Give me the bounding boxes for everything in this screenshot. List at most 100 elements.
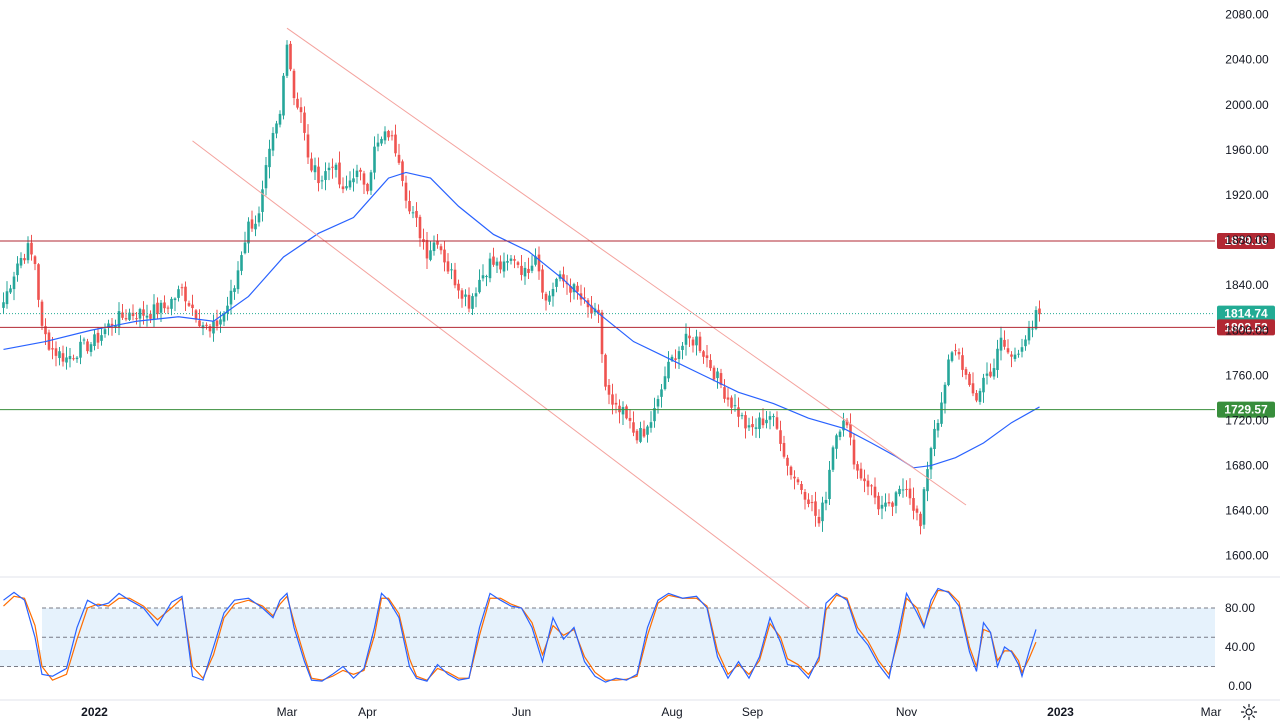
price-tick-label: 2080.00 [1225,8,1269,22]
candle-body [278,113,282,125]
candle-body [37,264,40,300]
candle-body [194,310,198,320]
candle [380,136,383,146]
candle-body [943,384,947,404]
candle [989,363,992,378]
candle [163,295,166,313]
candle-body [331,166,334,168]
candle [765,411,768,429]
candle-body [859,468,863,479]
candle [919,511,922,535]
candle-body [572,284,576,293]
candle [551,282,555,307]
candle-body [467,294,471,309]
candle-body [103,329,107,335]
candle [950,350,954,363]
candle-body [460,290,464,299]
price-tag-bg [1217,401,1275,418]
candle-body [359,169,362,172]
candle-body [649,422,653,428]
candle [432,235,436,256]
candle [184,281,187,311]
candle-body [779,430,782,444]
candle [65,346,68,370]
candle [800,480,803,495]
candle [16,256,19,282]
candle-body [138,309,142,319]
candle-body [667,361,670,379]
candle [782,435,786,459]
candle-body [453,269,457,286]
candle-body [415,210,418,218]
candle-body [310,158,313,171]
candle-body [26,243,30,261]
candle [359,167,362,181]
candle [208,323,212,338]
candle [695,329,698,356]
candle-body [1034,310,1038,329]
time-tick-label: Aug [661,705,682,719]
candle-body [576,285,579,292]
candle [499,255,502,274]
candle [992,358,996,380]
candle-body [96,332,100,343]
channel-lower-line[interactable] [192,140,813,611]
candle-body [681,345,684,351]
candle [929,446,933,479]
candle [691,336,695,353]
candle-body [1031,328,1034,330]
candle-body [863,478,866,482]
candle [275,120,278,139]
candle [257,206,261,227]
candle [2,292,5,314]
candle-body [1006,348,1010,353]
time-tick-label: Mar [277,705,298,719]
candle [936,419,940,438]
candle [103,323,107,338]
candle [642,420,646,438]
candle-body [915,508,919,513]
candle [803,488,807,510]
candle [747,417,751,431]
candle-body [712,367,716,380]
candle-body [901,489,905,491]
candle [30,234,33,261]
candle-body [51,348,54,350]
candle [303,106,306,141]
candle [219,311,222,333]
candle-body [961,355,964,370]
candle [509,255,513,265]
candle-body [401,161,404,181]
candle-body [233,288,236,292]
candle [761,408,765,429]
gear-icon[interactable] [1240,703,1258,721]
candle [698,331,702,353]
candle-body [509,258,513,261]
candle [625,404,628,420]
time-axis[interactable]: 2022 Mar Apr Jun Aug Sep Nov 2023 Mar [81,705,1221,719]
candle-body [821,502,824,522]
stochastic-pane[interactable] [0,587,1215,683]
candle-body [429,250,432,260]
price-tag: 1814.74 [1217,305,1275,322]
candle [681,342,684,360]
candle [859,462,863,481]
candle-body [796,479,800,483]
candle [394,124,397,157]
candle [915,505,919,521]
candle-body [208,326,212,332]
candle-body [299,107,303,113]
price-tick-label: 1680.00 [1225,459,1269,473]
candle [737,397,740,428]
candle [282,72,285,120]
candle [250,210,254,232]
candle-body [716,371,719,379]
channel-upper-line[interactable] [286,27,967,506]
candle-body [688,335,691,339]
candle [614,393,618,414]
candlestick-series [2,40,1041,535]
price-pane[interactable] [0,27,1280,701]
candle [481,264,485,282]
